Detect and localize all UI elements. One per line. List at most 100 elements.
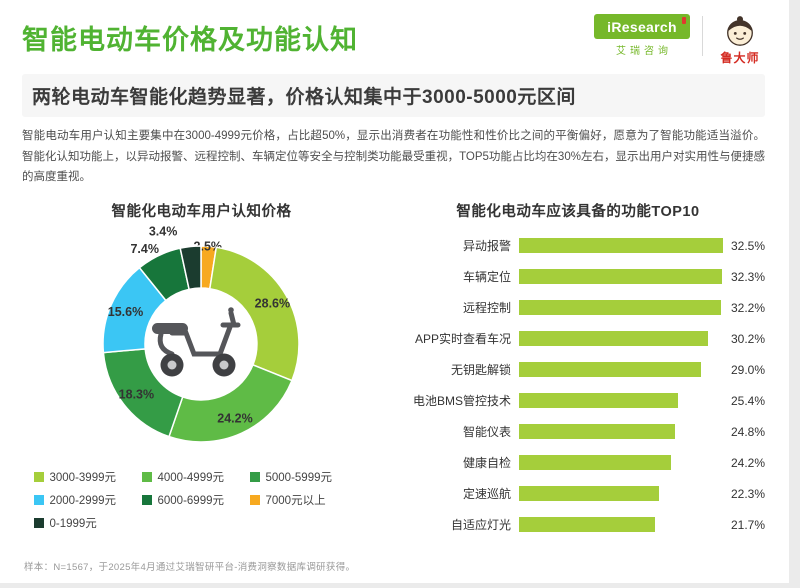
scooter-illustration: [152, 307, 241, 377]
bar-track: [518, 486, 723, 502]
legend-swatch-icon: [34, 472, 45, 483]
bar-fill: [518, 424, 675, 440]
legend-swatch-icon: [250, 472, 261, 483]
donut-value-label: 18.3%: [119, 388, 154, 402]
bar-category-label: 异动报警: [462, 239, 511, 254]
bar-category-label: 远程控制: [462, 301, 511, 316]
legend-label: 5000-5999元: [265, 472, 332, 485]
bar-category-label: 自适应灯光: [450, 518, 511, 533]
bar-value-label: 24.2%: [730, 455, 765, 470]
donut-slice-2: [168, 363, 294, 443]
bar-track: [518, 238, 723, 254]
bar-category-label: 无钥匙解锁: [450, 363, 511, 378]
bar-value-label: 25.4%: [730, 393, 765, 408]
donut-value-label: 15.6%: [108, 305, 143, 319]
bar-fill: [518, 393, 679, 409]
bar-value-label: 32.5%: [730, 238, 765, 253]
ludashi-mascot-icon: [727, 16, 753, 46]
donut-value-label: 28.6%: [255, 297, 290, 311]
bar-value-label: 24.8%: [730, 424, 765, 439]
legend-label: 2000-2999元: [49, 495, 116, 508]
bar-fill: [518, 486, 659, 502]
ludashi-name: 鲁大师: [720, 51, 760, 65]
price-donut-section: 智能化电动车用户认知价格 2.5: [22, 200, 381, 540]
donut-value-label: 7.4%: [131, 242, 160, 256]
legend-swatch-icon: [34, 495, 45, 506]
top10-bar-section: 智能化电动车应该具备的功能TOP10 异动报警 32.5% 车辆定位 32.3% 远程控…: [381, 200, 765, 540]
ludashi-logo: 鲁大师: [715, 14, 765, 66]
charts-row: 智能化电动车用户认知价格 2.5: [22, 200, 765, 540]
donut-value-label: 24.2%: [218, 412, 253, 426]
bar-row: APP实时查看车况 30.2%: [391, 323, 765, 354]
legend-label: 0-1999元: [49, 518, 97, 531]
price-donut-chart: 2.5%28.6%24.2%18.3%15.6%7.4%3.4%: [102, 225, 301, 443]
bar-chart-title: 智能化电动车应该具备的功能TOP10: [456, 204, 700, 221]
bar-value-label: 32.3%: [730, 269, 765, 284]
bar-row: 异动报警 32.5%: [391, 230, 765, 261]
iresearch-cn-name: 艾瑞咨询: [616, 46, 672, 57]
bar-track: [518, 393, 723, 409]
legend-item: 0-1999元: [34, 515, 142, 531]
bar-row: 无钥匙解锁 29.0%: [391, 354, 765, 385]
branding-area: iResearch 艾瑞咨询 鲁大师: [594, 14, 765, 66]
legend-swatch-icon: [142, 495, 153, 506]
bar-row: 电池BMS管控技术 25.4%: [391, 385, 765, 416]
bar-value-label: 22.3%: [730, 486, 765, 501]
report-page: 智能电动车价格及功能认知 iResearch 艾瑞咨询: [0, 0, 789, 583]
bar-row: 智能仪表 24.8%: [391, 416, 765, 447]
iresearch-logo-box: iResearch: [594, 14, 690, 39]
iresearch-red-mark-icon: [682, 17, 686, 24]
bar-row: 自适应灯光 21.7%: [391, 509, 765, 540]
bar-fill: [518, 269, 722, 285]
bar-track: [518, 300, 723, 316]
bar-value-label: 32.2%: [730, 300, 765, 315]
bar-value-label: 30.2%: [730, 331, 765, 346]
legend-label: 6000-6999元: [157, 495, 224, 508]
legend-label: 7000元以上: [265, 495, 326, 508]
bar-row: 定速巡航 22.3%: [391, 478, 765, 509]
bar-value-label: 21.7%: [730, 517, 765, 532]
legend-swatch-icon: [34, 518, 45, 529]
top10-bar-chart: 异动报警 32.5% 车辆定位 32.3% 远程控制 32.2% APP实时查看车况 30.2…: [391, 230, 765, 540]
bar-category-label: 车辆定位: [462, 270, 511, 285]
page-header: 智能电动车价格及功能认知 iResearch 艾瑞咨询: [22, 14, 765, 66]
donut-slice-1: [209, 246, 301, 382]
legend-item: 7000元以上: [250, 492, 358, 508]
bar-fill: [518, 300, 722, 316]
page-title: 智能电动车价格及功能认知: [22, 25, 358, 55]
legend-item: 2000-2999元: [34, 492, 142, 508]
bar-row: 车辆定位 32.3%: [391, 261, 765, 292]
iresearch-logo-text: iResearch: [607, 18, 677, 35]
bar-track: [518, 517, 723, 533]
sample-footnote: 样本：N=1567，于2025年4月通过艾瑞智研平台-消费洞察数据库调研获得。: [24, 562, 356, 573]
bar-fill: [518, 238, 723, 254]
bar-fill: [518, 362, 701, 378]
bar-track: [518, 362, 723, 378]
legend-label: 3000-3999元: [49, 472, 116, 485]
bar-track: [518, 424, 723, 440]
summary-paragraph: 智能电动车用户认知主要集中在3000-4999元价格，占比超50%，显示出消费者…: [22, 130, 765, 184]
bar-category-label: 智能仪表: [462, 425, 511, 440]
donut-chart-title: 智能化电动车用户认知价格: [111, 204, 292, 221]
bar-fill: [518, 455, 671, 471]
bar-category-label: 健康自检: [462, 456, 511, 471]
bar-category-label: 定速巡航: [462, 487, 511, 502]
header-divider: [702, 16, 703, 56]
legend-item: 6000-6999元: [142, 492, 250, 508]
iresearch-logo: iResearch 艾瑞咨询: [594, 14, 690, 57]
donut-legend: 3000-3999元 4000-4999元 5000-5999元 2000-2999元…: [34, 469, 368, 538]
bar-row: 远程控制 32.2%: [391, 292, 765, 323]
bar-fill: [518, 331, 709, 347]
bar-fill: [518, 517, 656, 533]
donut-slice-6: [179, 245, 203, 291]
legend-item: 5000-5999元: [250, 469, 358, 485]
legend-label: 4000-4999元: [157, 472, 224, 485]
bar-track: [518, 331, 723, 347]
legend-swatch-icon: [142, 472, 153, 483]
bar-row: 健康自检 24.2%: [391, 447, 765, 478]
bar-category-label: 电池BMS管控技术: [412, 394, 511, 409]
donut-value-label: 3.4%: [149, 225, 178, 239]
legend-item: 3000-3999元: [34, 469, 142, 485]
report-subtitle: 两轮电动车智能化趋势显著，价格认知集中于3000-5000元区间: [22, 74, 765, 117]
bar-category-label: APP实时查看车况: [414, 332, 511, 347]
